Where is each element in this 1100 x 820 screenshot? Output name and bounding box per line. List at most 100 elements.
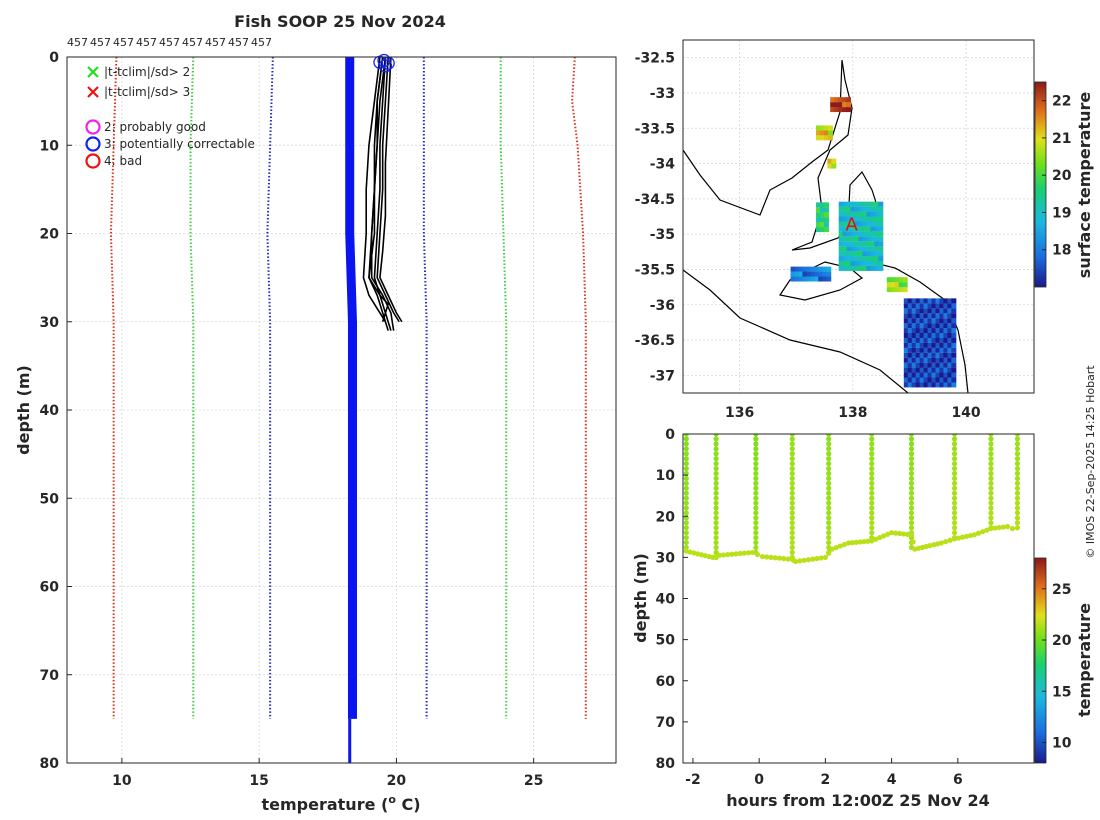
cast-sample-point (1014, 475, 1021, 482)
bottom-sample-point (797, 558, 803, 564)
series-line-clim_plus_3sd (571, 57, 587, 719)
cast-sample-point (1014, 446, 1021, 452)
bottom-sample-point (741, 550, 747, 556)
sst-pixel-gulf-st-vincent (842, 256, 848, 262)
sst-pixel-coorong-coast (919, 372, 925, 378)
sst-pixel-gulf-st-vincent (842, 251, 848, 257)
cast-sample-point (683, 544, 689, 551)
sst-pixel-coorong-coast (903, 303, 909, 309)
legend: |t-tclim|/sd> 2 |t-tclim|/sd> 3 2: probabl… (85, 65, 255, 169)
sst-pixel-coorong-coast (923, 382, 929, 388)
sst-pixel-gulf-st-vincent (862, 236, 868, 242)
cast-sample-point (908, 485, 915, 491)
sst-pixel-gulf-st-vincent (842, 260, 848, 266)
bottom-sample-point (1009, 525, 1016, 532)
sst-pixel-investigator-strait (810, 266, 816, 272)
time-depth-y-tick-label: 80 (656, 756, 676, 772)
cast-sample-point (713, 434, 719, 437)
sst-pixel-coorong-coast (927, 377, 933, 383)
map-x-tick-label: 136 (725, 405, 754, 421)
sst-pixel-coorong-coast (915, 367, 921, 373)
sst-pixel-spencer-mid (823, 125, 829, 131)
cast-sample-point (683, 446, 689, 452)
cast-sample-point (869, 456, 875, 462)
sst-pixel-coorong-coast (919, 313, 925, 319)
sst-pixel-investigator-strait (810, 271, 816, 277)
sst-pixel-coorong-coast (927, 332, 933, 338)
sst-pixel-gulf-st-vincent (878, 206, 884, 212)
map-y-tick-label: -35.5 (635, 262, 675, 278)
sst-pixel-coorong-coast (951, 328, 957, 334)
sst-pixel-spencer-south (820, 207, 826, 213)
sst-pixel-murray-mouth (894, 282, 900, 288)
sst-pixel-coorong-coast (915, 357, 921, 363)
sst-pixel-gulf-st-vincent (842, 236, 848, 242)
map-x-tick-label: 138 (838, 405, 867, 421)
sst-pixel-coorong-coast (939, 347, 945, 353)
cast-sample-point (789, 441, 795, 447)
sst-pixel-coorong-coast (907, 382, 913, 388)
sst-pixel-coorong-coast (923, 313, 929, 319)
sst-pixel-coorong-coast (947, 367, 953, 373)
sst-pixel-spencer-mid (816, 135, 822, 141)
cast-sample-point (951, 490, 958, 496)
cast-sample-point (789, 470, 795, 477)
cast-sample-point (988, 441, 994, 447)
sst-pixel-coorong-coast (935, 362, 941, 368)
cast-sample-point (869, 520, 875, 526)
cast-sample-point (826, 525, 832, 531)
sst-pixel-gulf-st-vincent (842, 265, 848, 271)
profile-y-tick-label: 20 (40, 227, 60, 243)
cast-sample-point (713, 465, 719, 472)
cast-sample-point (908, 510, 915, 516)
cast-sample-point (869, 434, 875, 437)
sst-pixel-gulf-st-vincent (866, 231, 872, 237)
sst-pixel-coorong-coast (911, 367, 917, 373)
cast-sample-point (753, 505, 759, 511)
cast-sample-point (1014, 510, 1021, 516)
sst-pixel-coorong-coast (915, 382, 921, 388)
cast-sample-point (713, 539, 719, 546)
bottom-sample-point (857, 539, 863, 545)
sst-pixel-coorong-coast (943, 357, 949, 363)
sst-pixel-investigator-strait (798, 266, 804, 272)
cast-sample-point (988, 500, 994, 506)
sst-pixel-coorong-coast (915, 352, 921, 358)
sst-pixel-gulf-st-vincent (854, 211, 860, 217)
time-depth-colorbar-label: temperature (1075, 603, 1094, 717)
sst-pixel-gulf-st-vincent (858, 236, 864, 242)
flag-circle-marker (377, 53, 391, 68)
sst-pixel-coorong-coast (935, 337, 941, 343)
bottom-sample-point (822, 554, 828, 560)
sst-pixel-gulf-st-vincent (850, 265, 856, 271)
cast-sample-point (753, 456, 759, 462)
legend-circle-marker (85, 119, 101, 135)
sst-pixel-coorong-coast (927, 357, 933, 363)
sst-pixel-coorong-coast (935, 298, 941, 304)
time-depth-x-label: hours from 12:00Z 25 Nov 24 (726, 791, 989, 810)
sst-pixel-coorong-coast (923, 372, 929, 378)
map-y-tick-label: -36 (650, 298, 675, 314)
sst-pixel-gulf-st-vincent (838, 226, 844, 232)
cast-sample-point (951, 461, 958, 467)
bottom-sample-point (1000, 524, 1006, 530)
sst-pixel-coorong-coast (919, 337, 925, 343)
sst-pixel-coorong-coast (939, 352, 945, 358)
sst-pixel-coorong-coast (907, 318, 913, 324)
cast-sample-point (951, 520, 958, 526)
sst-pixel-gulf-st-vincent (866, 236, 872, 242)
cast-sample-point (951, 485, 958, 491)
bottom-sample-point (729, 551, 735, 557)
sst-pixel-coorong-coast (915, 377, 921, 383)
bottom-sample-point (814, 555, 820, 562)
sst-pixel-coorong-coast (915, 332, 921, 338)
sst-pixel-coorong-coast (911, 318, 917, 324)
sst-pixel-coorong-coast (911, 342, 917, 348)
sst-pixel-coorong-coast (907, 367, 913, 373)
sst-pixel-coorong-coast (903, 357, 909, 363)
sst-pixel-coorong-coast (915, 347, 921, 353)
cast-sample-point (908, 436, 915, 442)
cast-sample-point (826, 510, 832, 516)
time-depth-y-tick-label: 50 (656, 633, 676, 649)
temperature-profile-line (370, 57, 395, 331)
